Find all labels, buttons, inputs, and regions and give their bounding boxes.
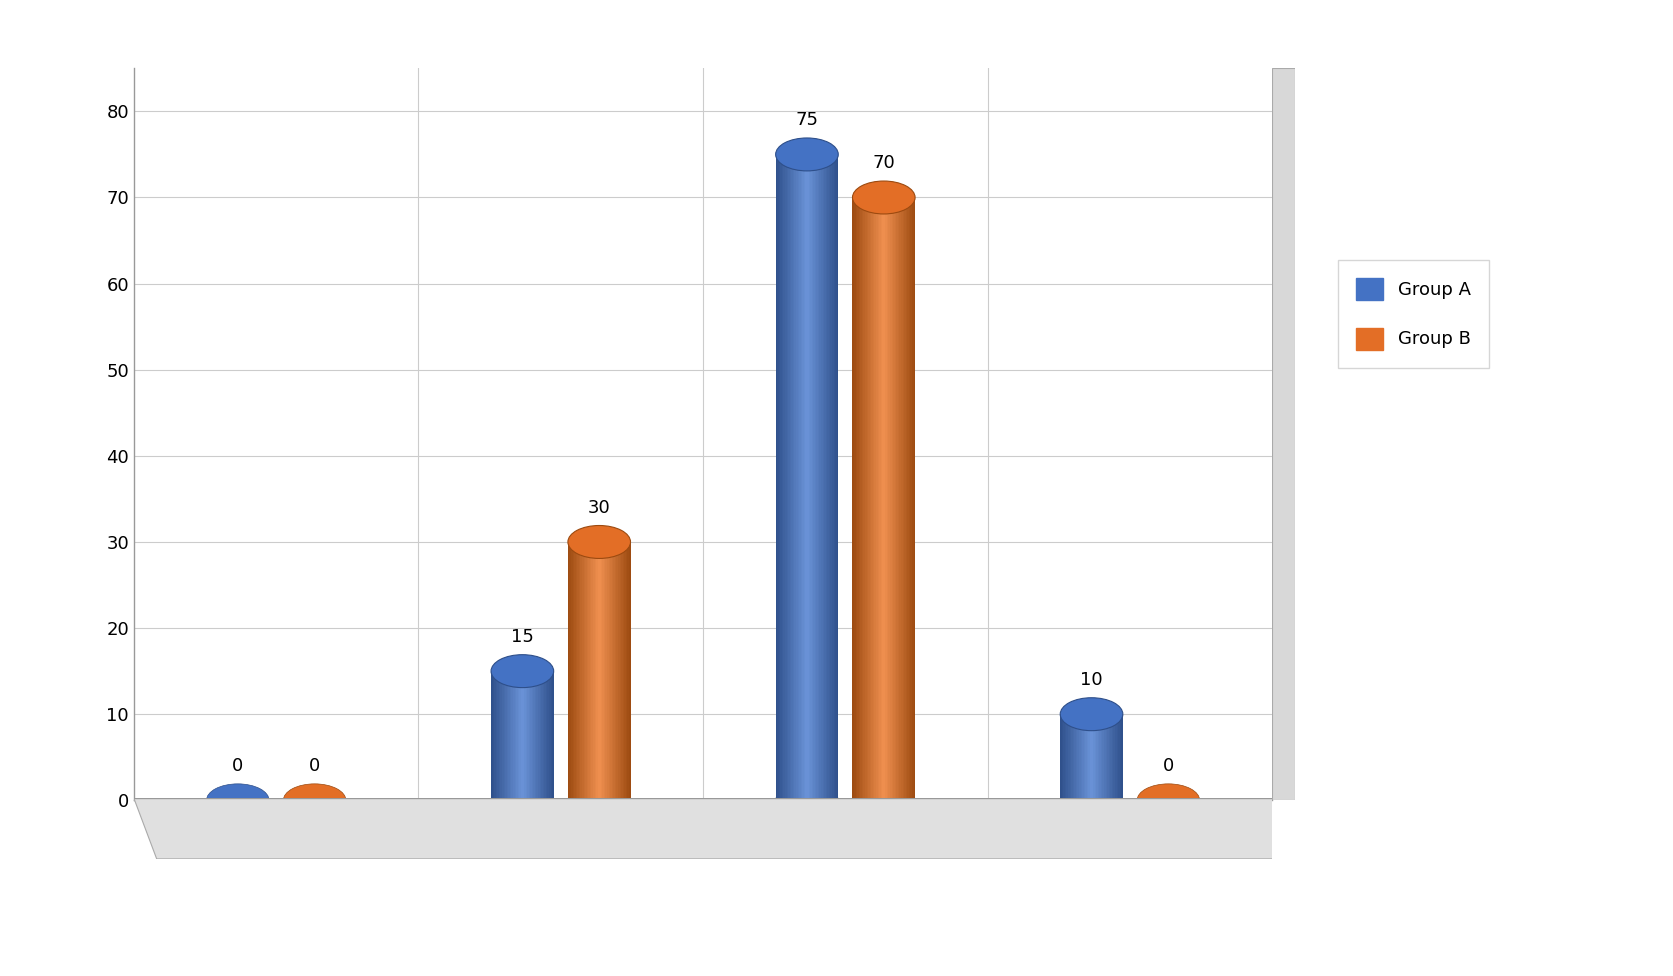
Ellipse shape [206, 784, 269, 817]
Polygon shape [134, 798, 1295, 859]
Ellipse shape [283, 784, 346, 817]
Ellipse shape [1059, 784, 1123, 817]
Legend: Group A, Group B: Group A, Group B [1337, 261, 1487, 368]
Text: 75: 75 [795, 111, 818, 130]
Ellipse shape [775, 138, 838, 171]
Ellipse shape [490, 784, 554, 817]
Ellipse shape [775, 784, 838, 817]
Text: 0: 0 [310, 757, 320, 775]
Ellipse shape [490, 655, 554, 688]
Text: 0: 0 [1163, 757, 1173, 775]
Ellipse shape [852, 784, 915, 817]
Polygon shape [1271, 68, 1295, 800]
Text: 15: 15 [510, 629, 534, 646]
Text: 10: 10 [1079, 671, 1103, 689]
Ellipse shape [1136, 784, 1200, 817]
Ellipse shape [567, 784, 631, 817]
Text: 30: 30 [587, 499, 611, 517]
Ellipse shape [852, 181, 915, 214]
Text: 70: 70 [872, 154, 895, 173]
Ellipse shape [1059, 698, 1123, 731]
Ellipse shape [567, 525, 631, 558]
Text: 0: 0 [233, 757, 243, 775]
X-axis label: Grading: Grading [664, 834, 741, 853]
